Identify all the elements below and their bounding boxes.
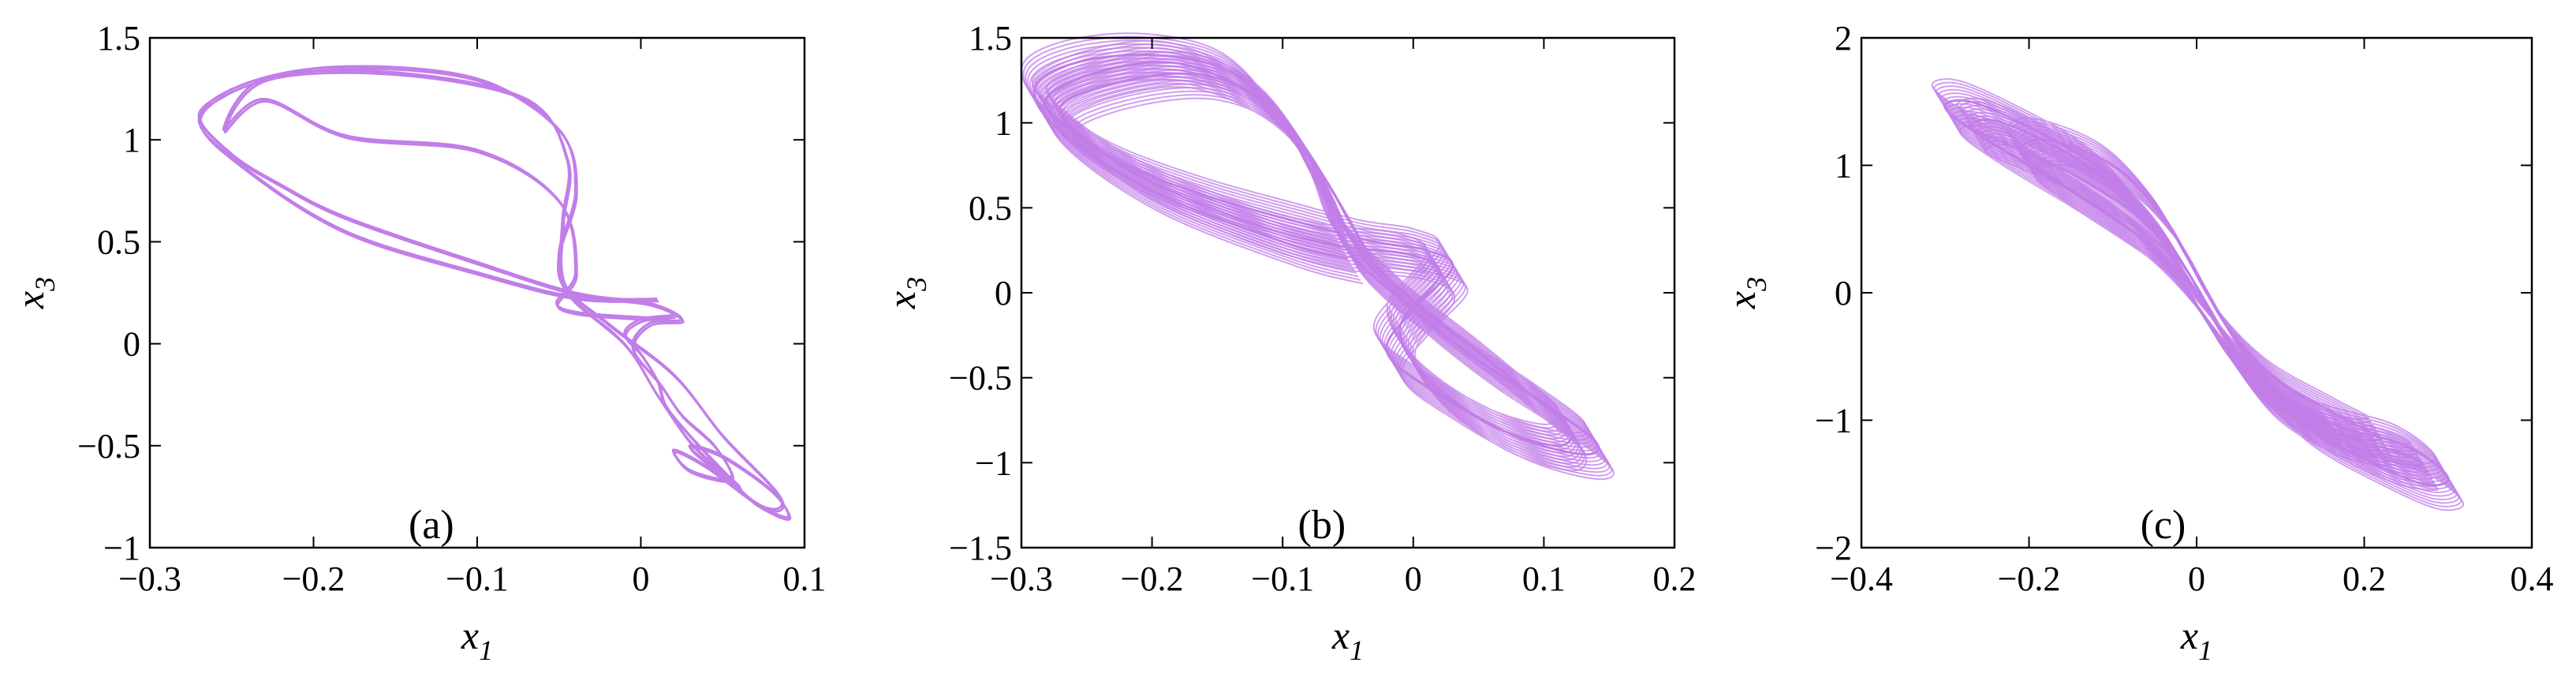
x-axis-label: x1 <box>461 613 493 666</box>
y-axis-label-main: x <box>8 291 52 309</box>
x-axis-label: x1 <box>2180 613 2212 666</box>
trajectory-strand <box>199 67 792 522</box>
y-tick-label: 1 <box>1835 147 1852 185</box>
x-tick-label: 0.1 <box>1522 559 1566 598</box>
y-tick-label: −2 <box>1815 529 1852 567</box>
x-axis-label: x1 <box>1331 613 1364 666</box>
x-axis-label-subscript: 1 <box>2198 634 2212 666</box>
panel-label: (a) <box>409 503 454 548</box>
x-tick-label: 0.2 <box>2343 559 2386 598</box>
y-axis-label-subscript: 3 <box>1741 277 1772 292</box>
panel-label: (b) <box>1298 503 1346 548</box>
y-axis-label-subscript: 3 <box>901 277 932 292</box>
y-tick-label: 2 <box>1835 19 1852 58</box>
attractor-trajectory <box>197 65 792 522</box>
y-axis-label-subscript: 3 <box>29 277 61 292</box>
y-tick-label: 0 <box>995 274 1012 312</box>
y-axis-label: x3 <box>1719 277 1772 309</box>
panel-label: (c) <box>2141 503 2186 548</box>
x-tick-label: −0.2 <box>282 559 345 598</box>
y-tick-label: −1 <box>1815 402 1852 440</box>
y-axis-label-main: x <box>879 291 924 309</box>
y-tick-label: 0 <box>123 325 140 364</box>
y-axis-label: x3 <box>879 277 932 309</box>
y-tick-label: −1 <box>103 529 140 567</box>
y-tick-label: 0.5 <box>97 223 140 261</box>
y-tick-label: 0.5 <box>969 189 1012 227</box>
trajectory-strand <box>1048 78 1615 481</box>
x-axis-label-main: x <box>1331 613 1350 657</box>
y-tick-label: 0 <box>1835 274 1852 312</box>
x-tick-label: −0.2 <box>1998 559 2061 598</box>
y-axis-label-main: x <box>1719 291 1764 309</box>
x-tick-label: 0.4 <box>2511 559 2554 598</box>
x-tick-label: 0.2 <box>1653 559 1697 598</box>
panel-b: −0.3 −0.2 −0.1 0 0.1 0.2−1.5−1−0.500.511.5x1x… <box>879 19 1697 666</box>
x-axis-label-subscript: 1 <box>479 634 493 666</box>
attractor-trajectory <box>1020 32 1615 481</box>
x-axis-label-subscript: 1 <box>1350 634 1364 666</box>
y-tick-label: −1.5 <box>949 529 1012 567</box>
attractor-trajectory <box>1931 78 2465 511</box>
y-tick-label: −0.5 <box>77 427 140 466</box>
x-axis-label-main: x <box>2180 613 2198 657</box>
x-tick-label: −0.2 <box>1121 559 1184 598</box>
y-axis-label: x3 <box>8 277 61 309</box>
y-tick-label: 1 <box>123 121 140 159</box>
y-tick-label: −0.5 <box>949 359 1012 398</box>
x-tick-label: 0 <box>633 559 650 598</box>
y-tick-label: 1 <box>995 104 1012 143</box>
x-tick-label: 0 <box>1405 559 1422 598</box>
plot-frame <box>148 36 806 549</box>
x-tick-label: −0.3 <box>990 559 1053 598</box>
x-tick-label: −0.3 <box>118 559 181 598</box>
x-tick-label: 0.1 <box>783 559 827 598</box>
x-tick-label: −0.4 <box>1830 559 1893 598</box>
trajectory-strand <box>1958 124 2465 511</box>
x-tick-label: −0.1 <box>446 559 509 598</box>
x-axis-label-main: x <box>461 613 479 657</box>
x-tick-label: −0.1 <box>1251 559 1314 598</box>
x-tick-label: 0 <box>2188 559 2205 598</box>
y-tick-label: 1.5 <box>97 19 140 58</box>
plot-frame <box>1020 36 1676 549</box>
y-tick-label: 1.5 <box>969 19 1012 58</box>
y-tick-label: −1 <box>975 443 1012 482</box>
